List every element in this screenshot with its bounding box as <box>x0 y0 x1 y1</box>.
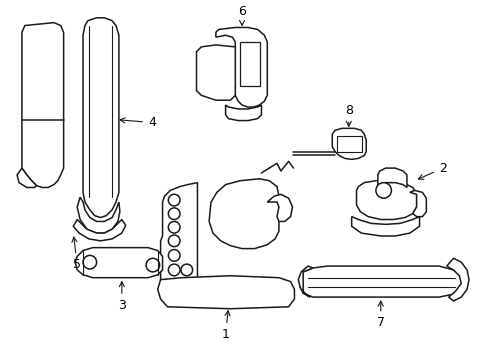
Polygon shape <box>157 276 294 309</box>
Circle shape <box>168 194 180 206</box>
Text: 7: 7 <box>376 301 384 329</box>
Polygon shape <box>336 136 362 152</box>
Text: 4: 4 <box>120 116 156 129</box>
Polygon shape <box>300 266 462 297</box>
Polygon shape <box>196 45 235 100</box>
Polygon shape <box>83 18 119 217</box>
Circle shape <box>168 264 180 276</box>
Polygon shape <box>240 42 259 86</box>
Polygon shape <box>446 258 468 301</box>
Polygon shape <box>73 220 125 241</box>
Text: 8: 8 <box>344 104 352 126</box>
Circle shape <box>168 221 180 233</box>
Circle shape <box>83 255 97 269</box>
Polygon shape <box>331 128 366 159</box>
Circle shape <box>168 279 180 290</box>
Text: 3: 3 <box>118 282 125 312</box>
Polygon shape <box>409 190 426 217</box>
Polygon shape <box>22 23 63 188</box>
Polygon shape <box>298 266 312 297</box>
Polygon shape <box>17 168 37 188</box>
Text: 5: 5 <box>72 237 81 271</box>
Text: 6: 6 <box>238 5 245 26</box>
Polygon shape <box>351 217 419 236</box>
Polygon shape <box>356 181 416 220</box>
Polygon shape <box>225 105 261 121</box>
Polygon shape <box>77 197 120 233</box>
Polygon shape <box>267 194 292 221</box>
Text: 1: 1 <box>221 311 229 341</box>
Text: 2: 2 <box>418 162 446 179</box>
Circle shape <box>375 183 390 198</box>
Polygon shape <box>377 168 406 188</box>
Polygon shape <box>75 248 162 278</box>
Polygon shape <box>160 183 197 301</box>
Circle shape <box>168 235 180 247</box>
Circle shape <box>168 208 180 220</box>
Polygon shape <box>215 27 267 107</box>
Circle shape <box>168 249 180 261</box>
Circle shape <box>181 264 192 276</box>
Circle shape <box>146 258 159 272</box>
Polygon shape <box>209 179 278 249</box>
